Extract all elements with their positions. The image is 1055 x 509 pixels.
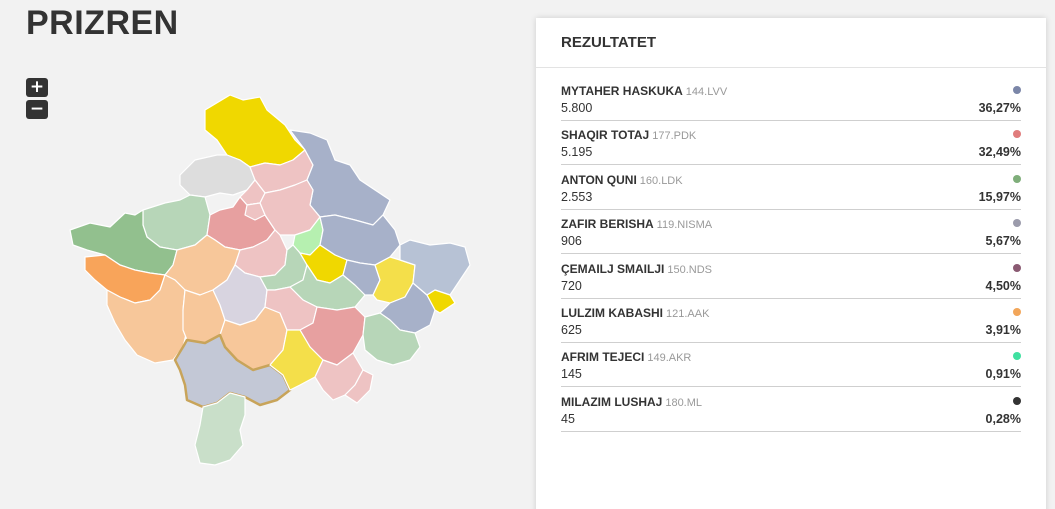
candidate-code: 121.AAK [666, 307, 710, 320]
candidate-code: 119.NISMA [656, 219, 713, 232]
candidate-votes: 145 [561, 367, 582, 382]
candidate-code: 160.LDK [639, 174, 683, 187]
candidate-votes: 625 [561, 322, 582, 337]
zoom-controls: + − [26, 78, 48, 119]
candidate-votes: 906 [561, 234, 582, 249]
candidate-color-dot [1013, 86, 1021, 94]
zoom-in-button[interactable]: + [26, 78, 48, 97]
result-row: MILAZIM LUSHAJ 180.ML 45 0,28% [561, 395, 1021, 432]
candidate-color-dot [1013, 307, 1021, 316]
candidate-name: ÇEMAILJ SMAILJI 150.NDS [561, 262, 712, 276]
region-dragash[interactable] [194, 392, 246, 466]
candidate-percent: 0,91% [985, 367, 1021, 382]
region-hani-i-elezit[interactable] [344, 369, 374, 404]
candidate-name-text: ANTON QUNI [561, 172, 637, 187]
candidate-percent: 36,27% [978, 101, 1021, 115]
candidate-votes: 5.800 [561, 101, 593, 115]
results-panel: REZULTATET MYTAHER HASKUKA 144.LVV 5.800 36… [536, 18, 1046, 509]
candidate-code: 177.PDK [652, 130, 697, 143]
candidate-code: 144.LVV [685, 86, 728, 98]
kosovo-map [55, 85, 485, 475]
candidate-color-dot [1013, 174, 1021, 183]
candidate-percent: 0,28% [985, 411, 1021, 426]
candidate-code: 150.NDS [667, 263, 712, 276]
candidate-percent: 5,67% [985, 234, 1021, 249]
candidate-name: AFRIM TEJECI 149.AKR [561, 350, 691, 364]
candidate-color-dot [1013, 263, 1021, 272]
region-prizren[interactable] [173, 333, 292, 409]
candidate-name: LULZIM KABASHI 121.AAK [561, 306, 709, 320]
candidate-name-text: MILAZIM LUSHAJ [561, 394, 663, 409]
candidate-name-text: AFRIM TEJECI [561, 350, 645, 365]
results-panel-title: REZULTATET [561, 34, 656, 51]
candidate-name: MYTAHER HASKUKA 144.LVV [561, 84, 727, 98]
map-svg [69, 94, 471, 466]
result-row: AFRIM TEJECI 149.AKR 145 0,91% [561, 350, 1021, 388]
candidate-votes: 720 [561, 278, 582, 293]
zoom-out-button[interactable]: − [26, 100, 48, 119]
results-list: MYTAHER HASKUKA 144.LVV 5.800 36,27% SHAQIR … [536, 68, 1046, 432]
region-ranillug[interactable] [426, 289, 456, 314]
candidate-percent: 3,91% [985, 322, 1021, 337]
result-row: LULZIM KABASHI 121.AAK 625 3,91% [561, 306, 1021, 343]
candidate-name: ZAFIR BERISHA 119.NISMA [561, 217, 712, 231]
results-panel-header: REZULTATET [536, 18, 1046, 68]
candidate-name-text: SHAQIR TOTAJ [561, 128, 650, 143]
candidate-votes: 2.553 [561, 189, 593, 204]
candidate-color-dot [1013, 352, 1021, 361]
region-kamenica[interactable] [399, 239, 471, 296]
result-row: SHAQIR TOTAJ 177.PDK 5.195 32,49% [561, 128, 1021, 166]
candidate-name-text: ZAFIR BERISHA [561, 217, 654, 232]
candidate-color-dot [1013, 219, 1021, 228]
candidate-percent: 32,49% [978, 145, 1021, 160]
candidate-name-text: LULZIM KABASHI [561, 305, 663, 320]
page-title: PRIZREN [26, 4, 179, 42]
candidate-name-text: ÇEMAILJ SMAILJI [561, 261, 665, 276]
result-row: ZAFIR BERISHA 119.NISMA 906 5,67% [561, 217, 1021, 255]
region-viti[interactable] [362, 312, 421, 366]
candidate-percent: 15,97% [978, 189, 1021, 204]
result-row: MYTAHER HASKUKA 144.LVV 5.800 36,27% [561, 84, 1021, 121]
candidate-color-dot [1013, 130, 1021, 139]
candidate-percent: 4,50% [985, 278, 1021, 293]
result-row: ÇEMAILJ SMAILJI 150.NDS 720 4,50% [561, 262, 1021, 299]
candidate-name: ANTON QUNI 160.LDK [561, 173, 683, 187]
candidate-name-text: MYTAHER HASKUKA [561, 84, 683, 98]
candidate-votes: 45 [561, 411, 575, 426]
result-row: ANTON QUNI 160.LDK 2.553 15,97% [561, 173, 1021, 210]
candidate-code: 180.ML [665, 396, 703, 409]
region-mitrovica-south[interactable] [244, 202, 266, 221]
candidate-votes: 5.195 [561, 145, 593, 160]
candidate-name: SHAQIR TOTAJ 177.PDK [561, 128, 696, 142]
candidate-color-dot [1013, 396, 1021, 405]
candidate-code: 149.AKR [647, 352, 692, 365]
candidate-name: MILAZIM LUSHAJ 180.ML [561, 395, 702, 409]
